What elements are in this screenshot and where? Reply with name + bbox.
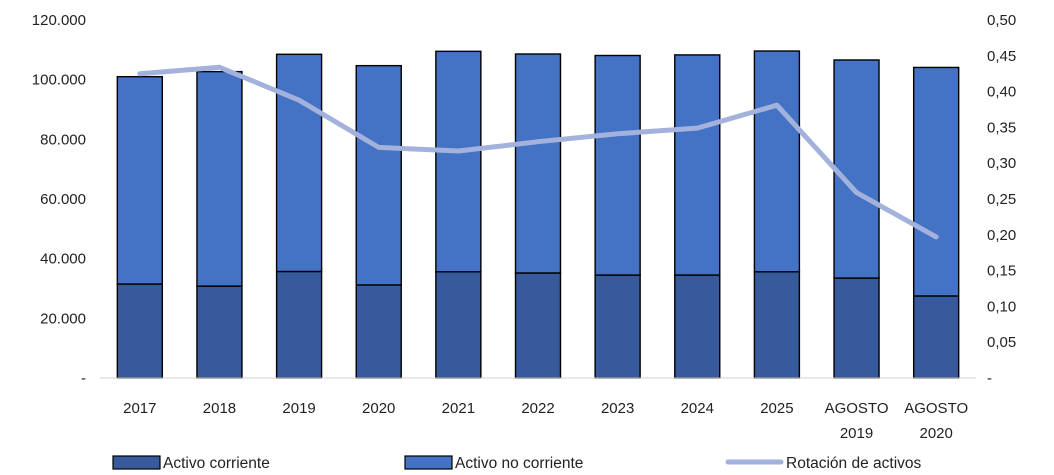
bar-activo-corriente <box>912 295 960 379</box>
right-y-axis: - 0,05 0,10 0,15 0,20 0,25 0,30 0,35 0,40 0,45 0,5… <box>987 12 1016 387</box>
bar-activo-no-corriente <box>275 53 323 273</box>
legend-label: Activo no corriente <box>455 455 583 472</box>
x-tick-label: 2018 <box>203 400 236 417</box>
bar-activo-corriente <box>514 272 562 379</box>
x-tick-label: AGOSTO <box>825 400 889 417</box>
bar-activo-no-corriente <box>355 64 402 286</box>
bar-activo-corriente <box>196 285 243 379</box>
right-y-tick-label: 0,20 <box>987 227 1016 244</box>
bar-activo-no-corriente <box>912 66 960 297</box>
left-y-tick-label: 20.000 <box>40 310 86 327</box>
bar-activo-corriente <box>116 283 164 379</box>
bar-activo-corriente <box>833 277 880 379</box>
rotation-line-series <box>137 64 939 240</box>
bar-activo-corriente <box>594 274 641 379</box>
left-y-tick-label: 80.000 <box>40 131 86 148</box>
right-y-tick-label: 0,50 <box>987 12 1016 29</box>
right-y-tick-label: 0,35 <box>987 119 1016 136</box>
x-tick-label: 2019 <box>840 425 873 442</box>
bar-activo-corriente <box>355 284 402 379</box>
left-y-tick-label: - <box>81 370 86 387</box>
bar-activo-no-corriente <box>196 70 243 287</box>
bar-activo-no-corriente <box>674 54 721 276</box>
bar-activo-no-corriente <box>594 54 641 276</box>
right-y-tick-label: 0,10 <box>987 298 1016 315</box>
x-tick-label: 2017 <box>123 400 156 417</box>
left-y-tick-label: 60.000 <box>40 191 86 208</box>
right-y-tick-label: - <box>987 370 992 387</box>
bar-activo-no-corriente <box>753 50 801 273</box>
bar-activo-corriente <box>435 271 482 379</box>
x-tick-label: 2022 <box>521 400 554 417</box>
legend: Activo corriente Activo no corriente Rotac… <box>112 455 922 472</box>
legend-swatch-activo-corriente <box>112 455 161 470</box>
bar-activo-no-corriente <box>833 59 880 279</box>
left-y-tick-label: 40.000 <box>40 251 86 268</box>
x-tick-label: 2023 <box>601 400 634 417</box>
bar-activo-corriente <box>674 274 721 379</box>
bar-activo-no-corriente <box>116 75 164 285</box>
bar-activo-no-corriente <box>514 53 562 274</box>
x-tick-label: 2020 <box>919 425 952 442</box>
x-tick-label: 2024 <box>681 400 714 417</box>
left-y-axis: - 20.000 40.000 60.000 80.000 100.000 120.000 <box>32 12 86 387</box>
bar-activo-corriente <box>275 270 323 379</box>
right-y-tick-label: 0,40 <box>987 84 1016 101</box>
stacked-bars <box>116 50 960 379</box>
x-tick-label: 2020 <box>362 400 395 417</box>
left-y-tick-label: 120.000 <box>32 12 86 29</box>
bar-activo-no-corriente <box>435 50 482 273</box>
right-y-tick-label: 0,15 <box>987 263 1016 280</box>
legend-label: Rotación de activos <box>786 455 922 472</box>
legend-swatch-activo-no-corriente <box>404 455 453 470</box>
legend-label: Activo corriente <box>163 455 270 472</box>
x-axis: 2017 2018 2019 2020 2021 2022 2023 2024 2025 AGOS… <box>123 400 968 442</box>
right-y-tick-label: 0,25 <box>987 191 1016 208</box>
x-tick-label: 2019 <box>282 400 315 417</box>
right-y-tick-label: 0,05 <box>987 334 1016 351</box>
bar-activo-corriente <box>753 271 801 379</box>
x-tick-label: 2021 <box>442 400 475 417</box>
right-y-tick-label: 0,30 <box>987 155 1016 172</box>
x-tick-label: AGOSTO <box>904 400 968 417</box>
left-y-tick-label: 100.000 <box>32 72 86 89</box>
right-y-tick-label: 0,45 <box>987 48 1016 65</box>
x-tick-label: 2025 <box>760 400 793 417</box>
